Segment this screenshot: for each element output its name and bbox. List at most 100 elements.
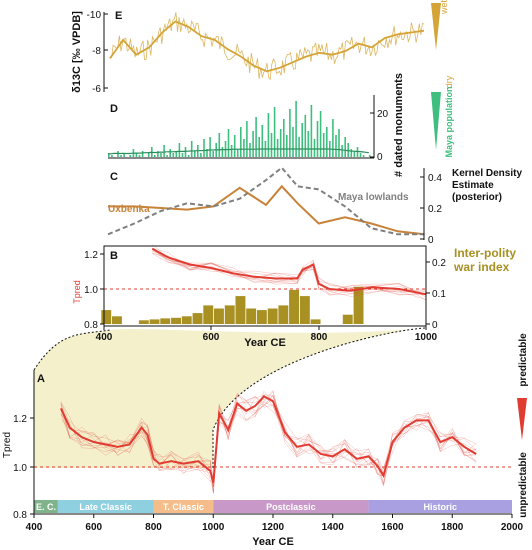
a-ensemble-line bbox=[60, 396, 477, 486]
b-war-bar bbox=[224, 305, 235, 324]
c-y-axis-title: Kernel Density Estimate (posterior) bbox=[452, 168, 523, 203]
a-xtick-label: 1400 bbox=[322, 522, 345, 533]
b-y-axis-title: Tpred bbox=[72, 280, 82, 304]
b-left-y-ticks: 1.2 1.0 0.8 bbox=[84, 250, 104, 331]
a-x-axis-title: Year CE bbox=[252, 536, 294, 548]
a-period-label: Historic bbox=[424, 502, 458, 512]
d-bar bbox=[221, 147, 224, 157]
a-period-bar bbox=[213, 500, 369, 513]
d-bar bbox=[326, 127, 328, 157]
d-bar bbox=[286, 135, 288, 157]
b-war-bar bbox=[214, 308, 224, 324]
d-bar bbox=[169, 149, 171, 157]
a-ensemble-line bbox=[60, 391, 477, 492]
panel-letter-b: B bbox=[110, 250, 118, 262]
d-bar bbox=[267, 113, 270, 157]
d-ytick-label: 0 bbox=[377, 152, 383, 163]
a-y-axis-title: Tpred bbox=[2, 432, 13, 458]
e-drought-fine-line bbox=[109, 12, 425, 81]
b-ytick-right-label: 0.2 bbox=[432, 258, 446, 269]
b-war-bar bbox=[101, 310, 112, 324]
d-bar bbox=[166, 155, 168, 157]
d-bar bbox=[154, 155, 156, 157]
b-ytick-label: 1.0 bbox=[84, 285, 98, 296]
panel-c: C Uxbenka Maya lowlands 0.4 0.2 0 Kernel… bbox=[107, 166, 523, 246]
d-bar bbox=[218, 133, 221, 157]
b-tpred-mean-line bbox=[151, 247, 427, 296]
c-uxbenka-line bbox=[108, 184, 425, 236]
b-war-bar bbox=[256, 310, 267, 324]
d-bar bbox=[190, 141, 193, 157]
d-bar bbox=[209, 137, 211, 157]
d-bar bbox=[344, 137, 346, 157]
d-monument-bars bbox=[108, 101, 371, 157]
d-bar bbox=[270, 133, 273, 157]
a-period-label: Late Classic bbox=[79, 502, 132, 512]
d-bar bbox=[298, 137, 300, 157]
b-war-bar bbox=[278, 305, 289, 324]
d-y-axis-title: # dated monuments bbox=[393, 73, 405, 177]
e-side-label-wet: wet bbox=[439, 0, 449, 15]
a-ytick-label: 1.2 bbox=[13, 414, 27, 425]
a-period-label: Postclassic bbox=[266, 502, 316, 512]
panel-b: B 400 600 800 1000 Year CE 1.2 1.0 0.8 T… bbox=[72, 244, 516, 349]
d-bar bbox=[181, 153, 184, 157]
d-bar bbox=[341, 145, 343, 157]
b-war-bar bbox=[160, 318, 171, 324]
d-bar bbox=[283, 119, 285, 157]
d-bar bbox=[141, 151, 144, 157]
e-ytick-label: -6 bbox=[92, 84, 101, 95]
a-period-bar bbox=[368, 500, 512, 513]
a-xtick-label: 2000 bbox=[501, 522, 524, 533]
b-war-bar bbox=[310, 319, 321, 324]
b-war-index-bars bbox=[101, 286, 364, 325]
c-ytick-label: 0.4 bbox=[428, 173, 442, 184]
d-side-label: Maya population bbox=[444, 86, 454, 157]
a-ensemble-line bbox=[60, 398, 477, 487]
d-bar bbox=[172, 153, 175, 157]
d-bar bbox=[163, 145, 165, 157]
d-bar bbox=[338, 129, 340, 157]
b-right-axis-title: Inter-polity war index bbox=[454, 246, 516, 274]
a-xtick-label: 800 bbox=[145, 522, 162, 533]
b-xtick-label: 1000 bbox=[415, 332, 438, 343]
a-ytick-label: 0.8 bbox=[13, 510, 27, 521]
b-xtick-label: 400 bbox=[96, 332, 113, 343]
b-war-bar bbox=[342, 314, 353, 324]
d-bar bbox=[368, 155, 371, 157]
a-xtick-label: 1200 bbox=[262, 522, 285, 533]
d-bar bbox=[240, 127, 242, 157]
d-bar bbox=[184, 147, 187, 157]
d-bar bbox=[359, 153, 362, 157]
d-bar bbox=[243, 139, 245, 157]
d-bar bbox=[138, 155, 141, 157]
d-bar bbox=[319, 111, 322, 157]
panel-letter-a: A bbox=[37, 373, 45, 385]
d-ytick-label: 20 bbox=[377, 109, 389, 120]
d-bar bbox=[194, 151, 196, 157]
d-bar bbox=[147, 153, 150, 157]
d-bar bbox=[295, 101, 297, 157]
b-war-bar bbox=[235, 296, 246, 324]
a-period-bar bbox=[57, 500, 154, 513]
a-period-bar bbox=[34, 500, 58, 513]
b-war-bar bbox=[299, 296, 310, 324]
d-bar bbox=[178, 143, 181, 157]
d-bar bbox=[313, 139, 316, 157]
b-ytick-label: 0.8 bbox=[84, 320, 98, 331]
e-ytick-label: -10 bbox=[87, 10, 102, 21]
c-y-axis-title-box: Kernel Density Estimate (posterior) bbox=[452, 168, 523, 203]
b-plot-frame bbox=[103, 245, 427, 327]
e-side-label-dry: dry bbox=[444, 75, 454, 88]
a-xtick-label: 1600 bbox=[381, 522, 404, 533]
d-bar bbox=[246, 121, 248, 157]
b-war-bar bbox=[289, 289, 299, 324]
d-bar bbox=[160, 153, 162, 157]
d-bar bbox=[289, 109, 291, 157]
a-x-ticks: 400 600 800 1000 1200 1400 1600 1800 2000 bbox=[26, 514, 524, 533]
d-bar bbox=[362, 155, 365, 157]
b-war-bar bbox=[149, 319, 160, 324]
e-drought-smooth-line bbox=[109, 20, 425, 73]
a-ytick-label: 1.0 bbox=[13, 463, 27, 474]
a-ensemble-line bbox=[60, 392, 477, 494]
